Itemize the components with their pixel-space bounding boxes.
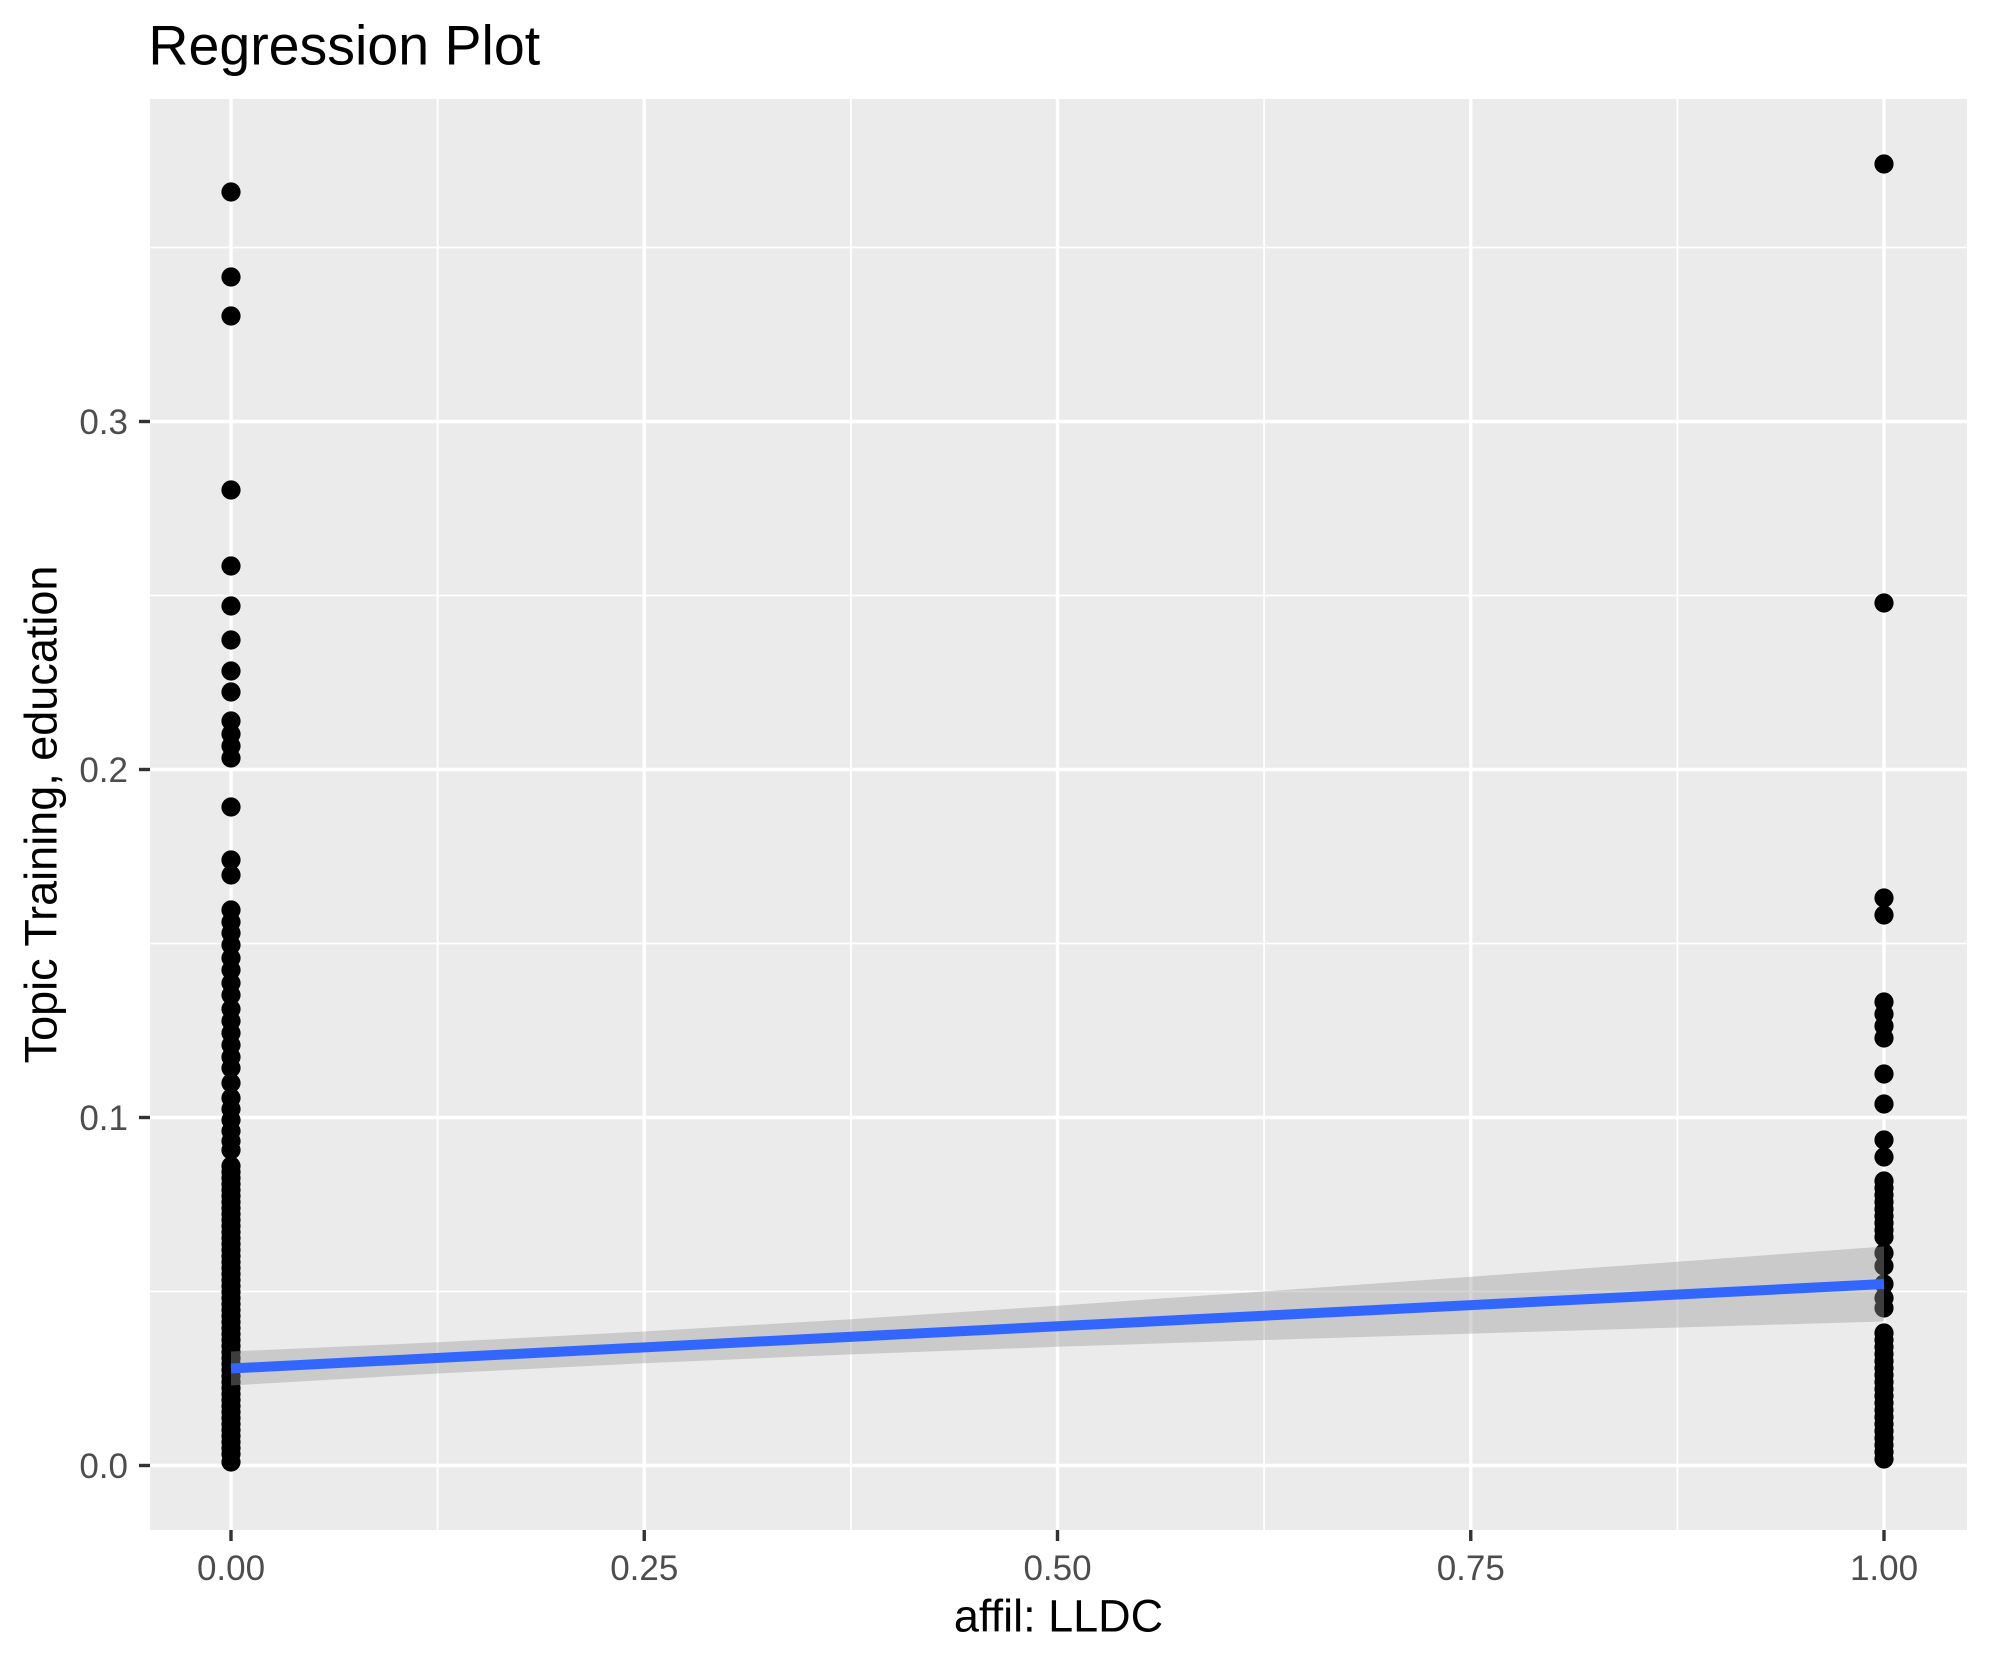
svg-text:0.75: 0.75 — [1437, 1549, 1505, 1588]
svg-text:0.2: 0.2 — [79, 751, 128, 790]
svg-text:0.0: 0.0 — [79, 1447, 128, 1486]
svg-text:0.25: 0.25 — [610, 1549, 678, 1588]
svg-text:Regression Plot: Regression Plot — [148, 15, 540, 77]
svg-text:1.00: 1.00 — [1850, 1549, 1918, 1588]
svg-text:0.3: 0.3 — [79, 403, 128, 442]
svg-text:0.1: 0.1 — [79, 1099, 128, 1138]
svg-text:affil: LLDC: affil: LLDC — [954, 1590, 1163, 1641]
svg-text:0.50: 0.50 — [1023, 1549, 1091, 1588]
svg-text:Topic Training, education: Topic Training, education — [16, 566, 67, 1064]
svg-text:0.00: 0.00 — [197, 1549, 265, 1588]
